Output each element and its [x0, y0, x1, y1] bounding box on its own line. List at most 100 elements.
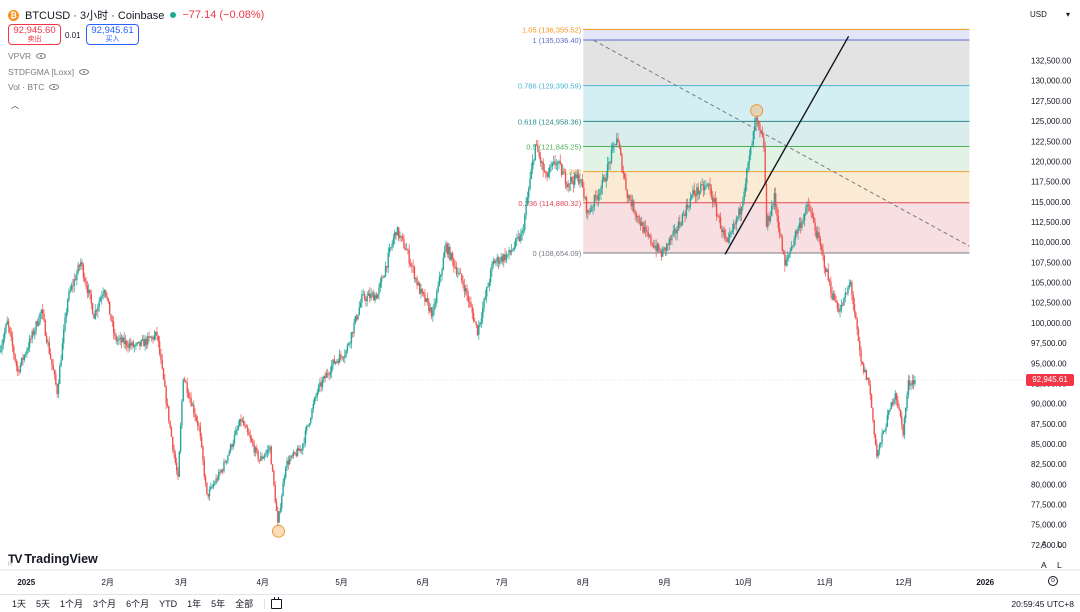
candle-body [500, 256, 502, 262]
candle-body [647, 232, 649, 236]
indicator-vpvr[interactable]: VPVR [8, 51, 47, 61]
candle-body [178, 451, 181, 477]
candle-body [851, 282, 853, 295]
timeframe-1y[interactable]: 1年 [187, 599, 202, 609]
symbol-title[interactable]: BTCUSD · 3小时 · Coinbase [25, 10, 165, 22]
buy-button[interactable]: 92,945.61 买入 [86, 24, 139, 45]
candle-body [126, 340, 128, 347]
eye-icon[interactable] [79, 69, 90, 75]
timeframe-3m[interactable]: 3个月 [93, 599, 117, 609]
candle-body [513, 246, 515, 250]
candle-body [556, 162, 559, 165]
candle-body [107, 298, 110, 302]
candle-body [30, 338, 32, 340]
currency-selector[interactable]: USD ▾ [1024, 6, 1076, 22]
candle-body [181, 401, 183, 426]
candle-body [575, 173, 577, 178]
candle-body [629, 195, 631, 201]
candle-body [803, 213, 806, 221]
candle-body [822, 249, 824, 256]
candle-body [97, 306, 99, 312]
candle-body [718, 216, 720, 218]
indicator-stdfgma[interactable]: STDFGMA [Loxx] [8, 67, 90, 77]
candle-body [668, 238, 670, 245]
candle-body [313, 397, 316, 404]
candle-body [688, 206, 690, 208]
candle-body [656, 244, 659, 252]
timeframe-ytd[interactable]: YTD [159, 598, 178, 609]
indicator-name: Vol · BTC [8, 82, 45, 92]
candle-body [897, 400, 899, 408]
candle-body [482, 307, 484, 319]
candle-body [395, 232, 397, 236]
candle-body [168, 406, 170, 422]
tradingview-logo-icon: TV [8, 552, 22, 566]
timeframe-5y[interactable]: 5年 [211, 599, 226, 609]
chevron-up-icon[interactable]: ︿ [11, 101, 19, 110]
candle-body [136, 342, 138, 345]
calendar-icon[interactable] [271, 596, 283, 609]
x-tick-label: 10月 [735, 578, 752, 587]
timeframe-1d[interactable]: 1天 [12, 599, 27, 609]
candle-body [311, 409, 313, 419]
candle-body [589, 210, 592, 212]
candle-body [69, 290, 71, 292]
candle-body [233, 434, 236, 444]
candle-body [501, 256, 504, 262]
candle-body [34, 330, 36, 335]
candle-body [23, 355, 26, 360]
candle-body [445, 243, 447, 252]
candle-body [106, 296, 108, 299]
candle-body [446, 243, 448, 255]
candle-body [526, 197, 529, 205]
candle-body [160, 353, 162, 360]
candle-body [752, 131, 755, 145]
candle-body [99, 298, 102, 302]
eye-icon[interactable] [49, 84, 60, 90]
sell-button[interactable]: 92,945.60 卖出 [8, 24, 61, 45]
candle-body [361, 294, 363, 303]
candle-body [442, 257, 445, 270]
candle-body [776, 207, 778, 217]
candle-body [320, 382, 322, 387]
candle-body [434, 302, 437, 304]
candle-body [466, 288, 468, 296]
candle-body [806, 204, 808, 208]
candle-body [487, 286, 489, 288]
candle-body [562, 171, 564, 175]
candle-body [174, 454, 177, 463]
candle-body [782, 251, 785, 255]
symbol-header[interactable]: ₿ BTCUSD · 3小时 · Coinbase −77.14 (−0.08%… [8, 7, 264, 23]
timeframe-1m[interactable]: 1个月 [60, 599, 84, 609]
auto-scale-button-lower[interactable]: A [1041, 560, 1047, 570]
candle-body [474, 320, 476, 322]
candle-body [815, 230, 818, 238]
candle-body [547, 173, 550, 177]
candle-body [689, 198, 692, 207]
tradingview-logo[interactable]: TV TradingView [8, 552, 98, 566]
candle-body [253, 444, 255, 453]
candle-body [187, 392, 190, 397]
candle-body [739, 208, 741, 215]
timeframe-6m[interactable]: 6个月 [126, 599, 150, 609]
log-scale-button-lower[interactable]: L [1057, 560, 1062, 570]
log-scale-button[interactable]: L [1057, 539, 1062, 549]
candle-body [371, 293, 374, 295]
candle-body [199, 426, 202, 437]
candle-body [277, 511, 279, 523]
candle-body [765, 183, 768, 227]
goto-realtime-icon[interactable]: ⊙ [1048, 576, 1058, 586]
eye-icon[interactable] [36, 53, 47, 59]
clock[interactable]: 20:59:45 UTC+8 [1011, 599, 1074, 609]
candle-body [899, 409, 902, 417]
fib-zone-0.786 [583, 40, 970, 86]
timeframe-all[interactable]: 全部 [235, 599, 254, 609]
candle-body [316, 392, 318, 396]
auto-scale-button[interactable]: A [1041, 539, 1047, 549]
indicator-volume[interactable]: Vol · BTC [8, 82, 60, 92]
candle-body [905, 408, 907, 419]
timeframe-5d[interactable]: 5天 [36, 599, 51, 609]
candle-body [558, 161, 560, 163]
candle-body [399, 235, 401, 239]
